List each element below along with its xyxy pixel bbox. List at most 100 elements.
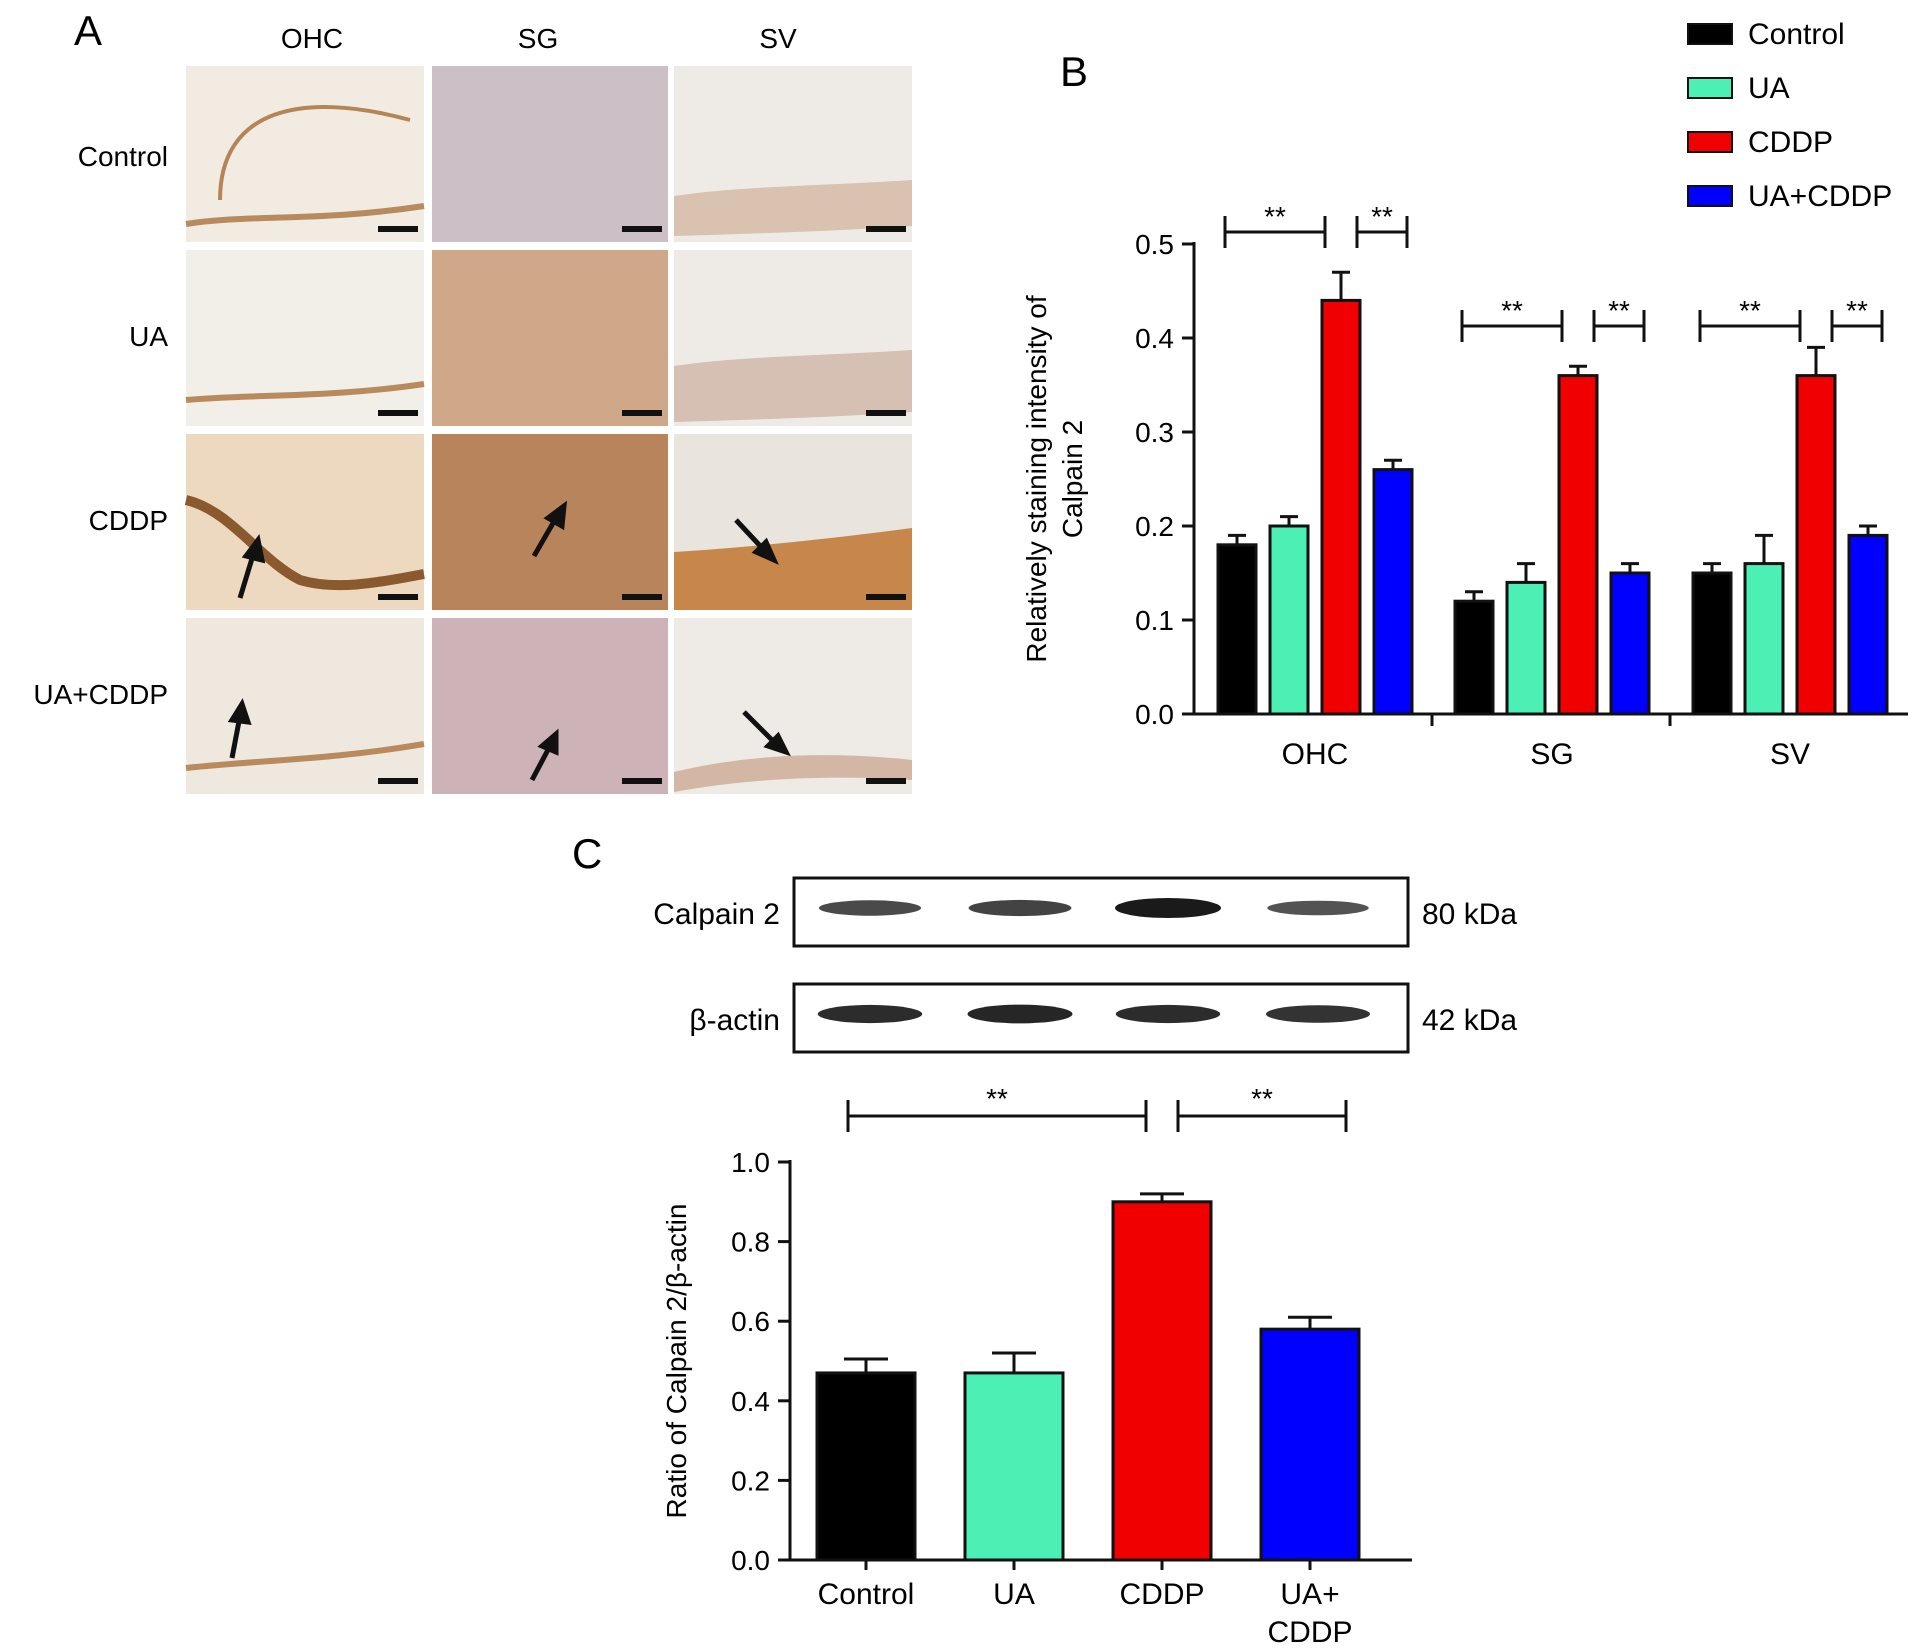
tissue-membrane <box>185 741 425 771</box>
legend: Control UA CDDP UA+CDDP <box>1687 18 1892 213</box>
y-tick-label: 0.5 <box>1135 229 1174 260</box>
legend-swatch <box>1687 77 1733 99</box>
bar-ua <box>963 1371 1065 1562</box>
row-label-control: Control <box>78 141 168 172</box>
y-tick-label: 0.8 <box>731 1227 770 1258</box>
bar-chart-staining-intensity: 0.0 0.1 0.2 0.3 0.4 0.5 OHC SG SV Relatively stai… <box>1021 201 1908 771</box>
bar-control <box>815 1371 917 1562</box>
x-tick-label: SV <box>1770 738 1810 771</box>
bar-control <box>1691 571 1733 716</box>
x-tick-label: CDDP <box>1119 1578 1204 1611</box>
x-tick-label: Control <box>818 1578 915 1611</box>
stria-vascularis-band <box>674 350 912 422</box>
bar-ua-cddp <box>1847 533 1889 716</box>
blot-band <box>1266 1005 1370 1023</box>
y-tick-label: 0.2 <box>1135 511 1174 542</box>
y-tick-label: 0.4 <box>1135 323 1174 354</box>
legend-swatch <box>1687 23 1733 45</box>
micrograph-sg-ua <box>432 250 668 426</box>
scale-bar <box>378 778 418 784</box>
scale-bars <box>378 226 906 784</box>
y-tick-label: 0.1 <box>1135 605 1174 636</box>
blot-band <box>968 899 1072 917</box>
blot-band <box>1115 898 1221 918</box>
panel-letter-c: C <box>572 830 602 877</box>
bar-ua <box>1505 580 1547 716</box>
stria-vascularis-band <box>674 180 912 236</box>
significance-label: ** <box>1608 295 1630 326</box>
legend-swatch <box>1687 185 1733 207</box>
y-axis-label-line: Calpain 2 <box>1057 420 1088 538</box>
arrow-markers <box>227 500 791 782</box>
legend-label: CDDP <box>1748 126 1833 159</box>
micrograph-grid: OHC SG SV Control UA CDDP UA+CDDP <box>33 23 912 794</box>
y-axis-label-line: Relatively staining intensity of <box>1021 295 1052 663</box>
row-label-ua-cddp: UA+CDDP <box>33 679 168 710</box>
arrow-head-icon <box>241 534 266 564</box>
y-tick-label: 0.4 <box>731 1386 770 1417</box>
bar-control <box>1453 599 1495 716</box>
micrograph-sg-control <box>432 66 668 242</box>
arrow-marker <box>529 744 553 782</box>
bar-chart-calpain-ratio: 0.0 0.2 0.4 0.6 0.8 1.0 Ratio of Calpain 2/β-a… <box>661 1083 1412 1649</box>
legend-swatch <box>1687 131 1733 153</box>
bar-control <box>1216 543 1258 716</box>
arrow-head-icon <box>227 698 252 725</box>
blot-protein-label: Calpain 2 <box>653 898 780 931</box>
arrow-head-icon <box>763 731 791 757</box>
y-tick-label: 0.0 <box>1135 699 1174 730</box>
x-tick-label: OHC <box>1282 738 1349 771</box>
bar-cddp <box>1795 374 1837 716</box>
scale-bar <box>866 778 906 784</box>
bar-ua-cddp <box>1372 468 1414 716</box>
stria-vascularis-band <box>674 755 912 792</box>
scale-bar <box>378 226 418 232</box>
y-tick-label: 0.2 <box>731 1465 770 1496</box>
y-axis-label: Ratio of Calpain 2/β-actin <box>661 1204 692 1519</box>
row-label-ua: UA <box>129 321 168 352</box>
x-tick-label-line: UA+ <box>1280 1578 1339 1611</box>
legend-label: Control <box>1748 18 1845 51</box>
bar-ua <box>1268 524 1310 716</box>
scale-bar <box>378 410 418 416</box>
tissue-membrane <box>184 495 425 591</box>
y-axis-label: Relatively staining intensity of Calpain … <box>1021 295 1088 663</box>
legend-label: UA <box>1748 72 1790 105</box>
blot-band <box>1115 1004 1221 1024</box>
x-tick-label-line: CDDP <box>1119 1578 1204 1611</box>
bar-cddp <box>1557 374 1599 716</box>
blot-size-label: 42 kDa <box>1422 1004 1517 1037</box>
panel-letter-a: A <box>74 7 102 54</box>
y-tick-label: 1.0 <box>731 1147 770 1178</box>
significance-label: ** <box>1251 1083 1273 1114</box>
y-tick-label: 0.3 <box>1135 417 1174 448</box>
x-tick-label: UA <box>993 1578 1035 1611</box>
y-tick-label: 0.0 <box>731 1545 770 1576</box>
blot-protein-label: β-actin <box>689 1004 780 1037</box>
x-tick-label: SG <box>1530 738 1573 771</box>
arrow-marker <box>742 710 778 746</box>
arrow-marker <box>734 518 766 552</box>
x-tick-label: UA+ CDDP <box>1267 1578 1352 1649</box>
bar-ua-cddp <box>1259 1327 1361 1562</box>
bar-ua-cddp <box>1609 571 1651 716</box>
scale-bar <box>622 778 662 784</box>
scale-bar <box>866 594 906 600</box>
arrow-head-icon <box>543 500 568 531</box>
legend-label: UA+CDDP <box>1748 180 1892 213</box>
column-label-sg: SG <box>518 23 558 54</box>
tissue-membrane <box>218 105 411 201</box>
column-label-ohc: OHC <box>281 23 343 54</box>
significance-label: ** <box>1264 201 1286 232</box>
arrow-marker <box>531 516 559 558</box>
bar-ua <box>1743 562 1785 716</box>
y-tick-label: 0.6 <box>731 1306 770 1337</box>
significance-label: ** <box>1846 295 1868 326</box>
column-label-sv: SV <box>759 23 797 54</box>
significance-label: ** <box>1739 295 1761 326</box>
scale-bar <box>866 226 906 232</box>
x-tick-label-line: Control <box>818 1578 915 1611</box>
tissue-membrane <box>185 381 425 403</box>
scale-bar <box>622 410 662 416</box>
